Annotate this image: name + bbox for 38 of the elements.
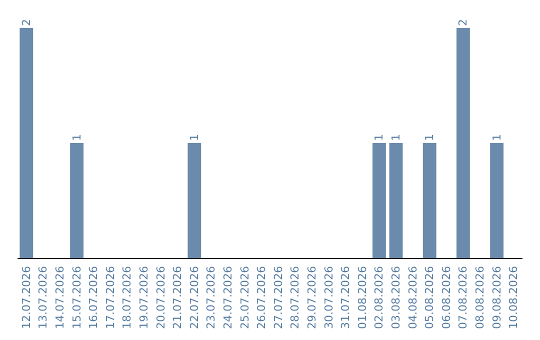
data-label: 1 bbox=[490, 134, 504, 142]
x-tick-label: 31.07.2026 bbox=[339, 266, 352, 330]
x-tick-label: 03.08.2026 bbox=[390, 266, 402, 330]
x-tick-label: 19.07.2026 bbox=[138, 266, 150, 330]
x-tick-label: 15.07.2026 bbox=[70, 266, 84, 330]
data-label: 1 bbox=[70, 134, 84, 142]
x-tick-label: 28.07.2026 bbox=[288, 266, 302, 330]
x-tick-label: 02.08.2026 bbox=[372, 266, 386, 330]
x-tick-label: 13.07.2026 bbox=[36, 266, 50, 330]
data-label: 1 bbox=[390, 134, 402, 142]
x-tick-label: 24.07.2026 bbox=[222, 266, 234, 330]
x-tick-label: 27.07.2026 bbox=[272, 266, 285, 330]
x-tick-label: 01.08.2026 bbox=[356, 266, 369, 330]
x-tick-label: 06.08.2026 bbox=[440, 266, 453, 330]
x-tick-label: 10.08.2026 bbox=[507, 266, 520, 330]
x-tick-label: 26.07.2026 bbox=[255, 266, 268, 330]
x-tick-label: 12.07.2026 bbox=[20, 266, 33, 330]
data-label: 2 bbox=[20, 19, 33, 26]
x-tick-label: 22.07.2026 bbox=[188, 266, 201, 330]
x-tick-label: 05.08.2026 bbox=[423, 266, 436, 330]
x-tick-label: 30.07.2026 bbox=[322, 266, 336, 330]
x-tick-label: 21.07.2026 bbox=[171, 266, 184, 330]
x-tick-label: 14.07.2026 bbox=[54, 266, 66, 330]
x-tick-label: 09.08.2026 bbox=[490, 266, 504, 330]
x-tick-label: 23.07.2026 bbox=[204, 266, 218, 330]
data-label: 1 bbox=[372, 134, 386, 142]
x-tick-label: 17.07.2026 bbox=[104, 266, 117, 330]
data-label: 2 bbox=[456, 19, 470, 26]
data-label: 1 bbox=[188, 134, 201, 142]
x-tick-label: 04.08.2026 bbox=[406, 266, 420, 330]
x-tick-label: 20.07.2026 bbox=[154, 266, 168, 330]
x-tick-label: 18.07.2026 bbox=[120, 266, 134, 330]
x-tick-label: 16.07.2026 bbox=[87, 266, 100, 330]
x-tick-label: 29.07.2026 bbox=[306, 266, 318, 330]
data-label: 1 bbox=[423, 134, 436, 142]
x-tick-label: 25.07.2026 bbox=[238, 266, 252, 330]
x-tick-label: 08.08.2026 bbox=[474, 266, 486, 330]
x-tick-label: 07.08.2026 bbox=[456, 266, 470, 330]
